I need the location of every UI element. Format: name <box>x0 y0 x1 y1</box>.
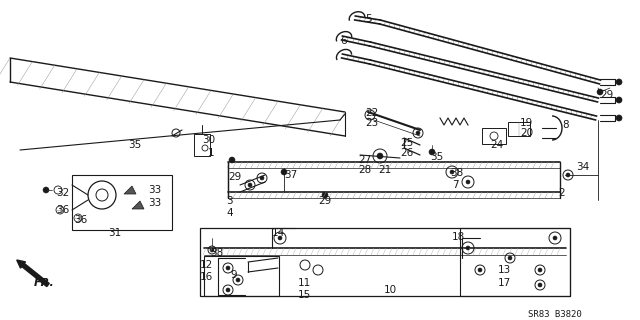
Polygon shape <box>124 186 136 194</box>
Circle shape <box>210 248 214 252</box>
Text: 29: 29 <box>600 90 613 100</box>
Text: 35: 35 <box>128 140 141 150</box>
Text: 36: 36 <box>74 215 87 225</box>
Text: 10: 10 <box>384 285 397 295</box>
Text: 20: 20 <box>520 128 533 138</box>
Circle shape <box>278 236 282 240</box>
Circle shape <box>616 115 622 121</box>
Text: 21: 21 <box>378 165 391 175</box>
Bar <box>194 134 210 156</box>
Text: 8: 8 <box>562 120 568 130</box>
Text: 29: 29 <box>318 196 332 206</box>
Circle shape <box>429 149 435 155</box>
Circle shape <box>566 173 570 177</box>
Text: SR83 B3820: SR83 B3820 <box>528 310 582 319</box>
Text: 33: 33 <box>148 198 161 208</box>
Bar <box>482 128 506 144</box>
Text: 4: 4 <box>226 208 232 218</box>
Circle shape <box>248 183 252 187</box>
Text: 3: 3 <box>226 196 232 206</box>
Circle shape <box>377 153 383 159</box>
Text: 19: 19 <box>520 118 533 128</box>
Circle shape <box>466 246 470 250</box>
Text: 14: 14 <box>272 228 285 238</box>
Text: 5: 5 <box>365 14 372 24</box>
Text: 35: 35 <box>430 152 444 162</box>
Text: 31: 31 <box>108 228 121 238</box>
Text: 13: 13 <box>498 265 511 275</box>
Text: 38: 38 <box>450 168 463 178</box>
Circle shape <box>466 180 470 184</box>
Circle shape <box>229 157 235 163</box>
Text: 32: 32 <box>56 188 69 198</box>
Bar <box>508 122 530 136</box>
Circle shape <box>478 268 482 272</box>
Text: 18: 18 <box>452 232 465 242</box>
Circle shape <box>236 278 240 282</box>
Circle shape <box>281 169 287 175</box>
Text: 9: 9 <box>230 270 237 280</box>
Bar <box>204 256 279 296</box>
Text: 36: 36 <box>56 205 69 215</box>
Circle shape <box>226 266 230 270</box>
Circle shape <box>322 192 328 198</box>
Text: 25: 25 <box>400 138 413 148</box>
Circle shape <box>538 268 542 272</box>
Text: 26: 26 <box>400 148 413 158</box>
Circle shape <box>538 283 542 287</box>
Text: 27: 27 <box>358 155 371 165</box>
Text: 37: 37 <box>284 170 297 180</box>
Circle shape <box>416 131 420 135</box>
Text: 28: 28 <box>358 165 371 175</box>
Circle shape <box>260 176 264 180</box>
Text: 24: 24 <box>490 140 503 150</box>
FancyArrow shape <box>17 260 49 287</box>
Text: 15: 15 <box>298 290 311 300</box>
Circle shape <box>553 236 557 240</box>
Polygon shape <box>132 201 144 209</box>
Text: 1: 1 <box>208 148 214 158</box>
Circle shape <box>226 288 230 292</box>
Text: FR.: FR. <box>34 278 55 288</box>
Circle shape <box>43 187 49 193</box>
Bar <box>200 228 570 296</box>
Circle shape <box>616 97 622 103</box>
Circle shape <box>616 79 622 85</box>
Text: 6: 6 <box>340 36 347 46</box>
Text: 11: 11 <box>298 278 311 288</box>
Text: 22: 22 <box>365 108 378 118</box>
Text: 30: 30 <box>202 135 215 145</box>
Text: 38: 38 <box>210 248 223 258</box>
Text: 33: 33 <box>148 185 161 195</box>
Bar <box>72 175 172 230</box>
Circle shape <box>597 89 603 95</box>
Text: 16: 16 <box>200 272 213 282</box>
Text: 2: 2 <box>558 188 564 198</box>
Text: 17: 17 <box>498 278 511 288</box>
Text: 12: 12 <box>200 260 213 270</box>
Text: 29: 29 <box>228 172 241 182</box>
Text: 7: 7 <box>452 180 459 190</box>
Text: 34: 34 <box>576 162 589 172</box>
Text: 23: 23 <box>365 118 378 128</box>
Circle shape <box>450 170 454 174</box>
Bar <box>460 228 570 296</box>
Circle shape <box>508 256 512 260</box>
